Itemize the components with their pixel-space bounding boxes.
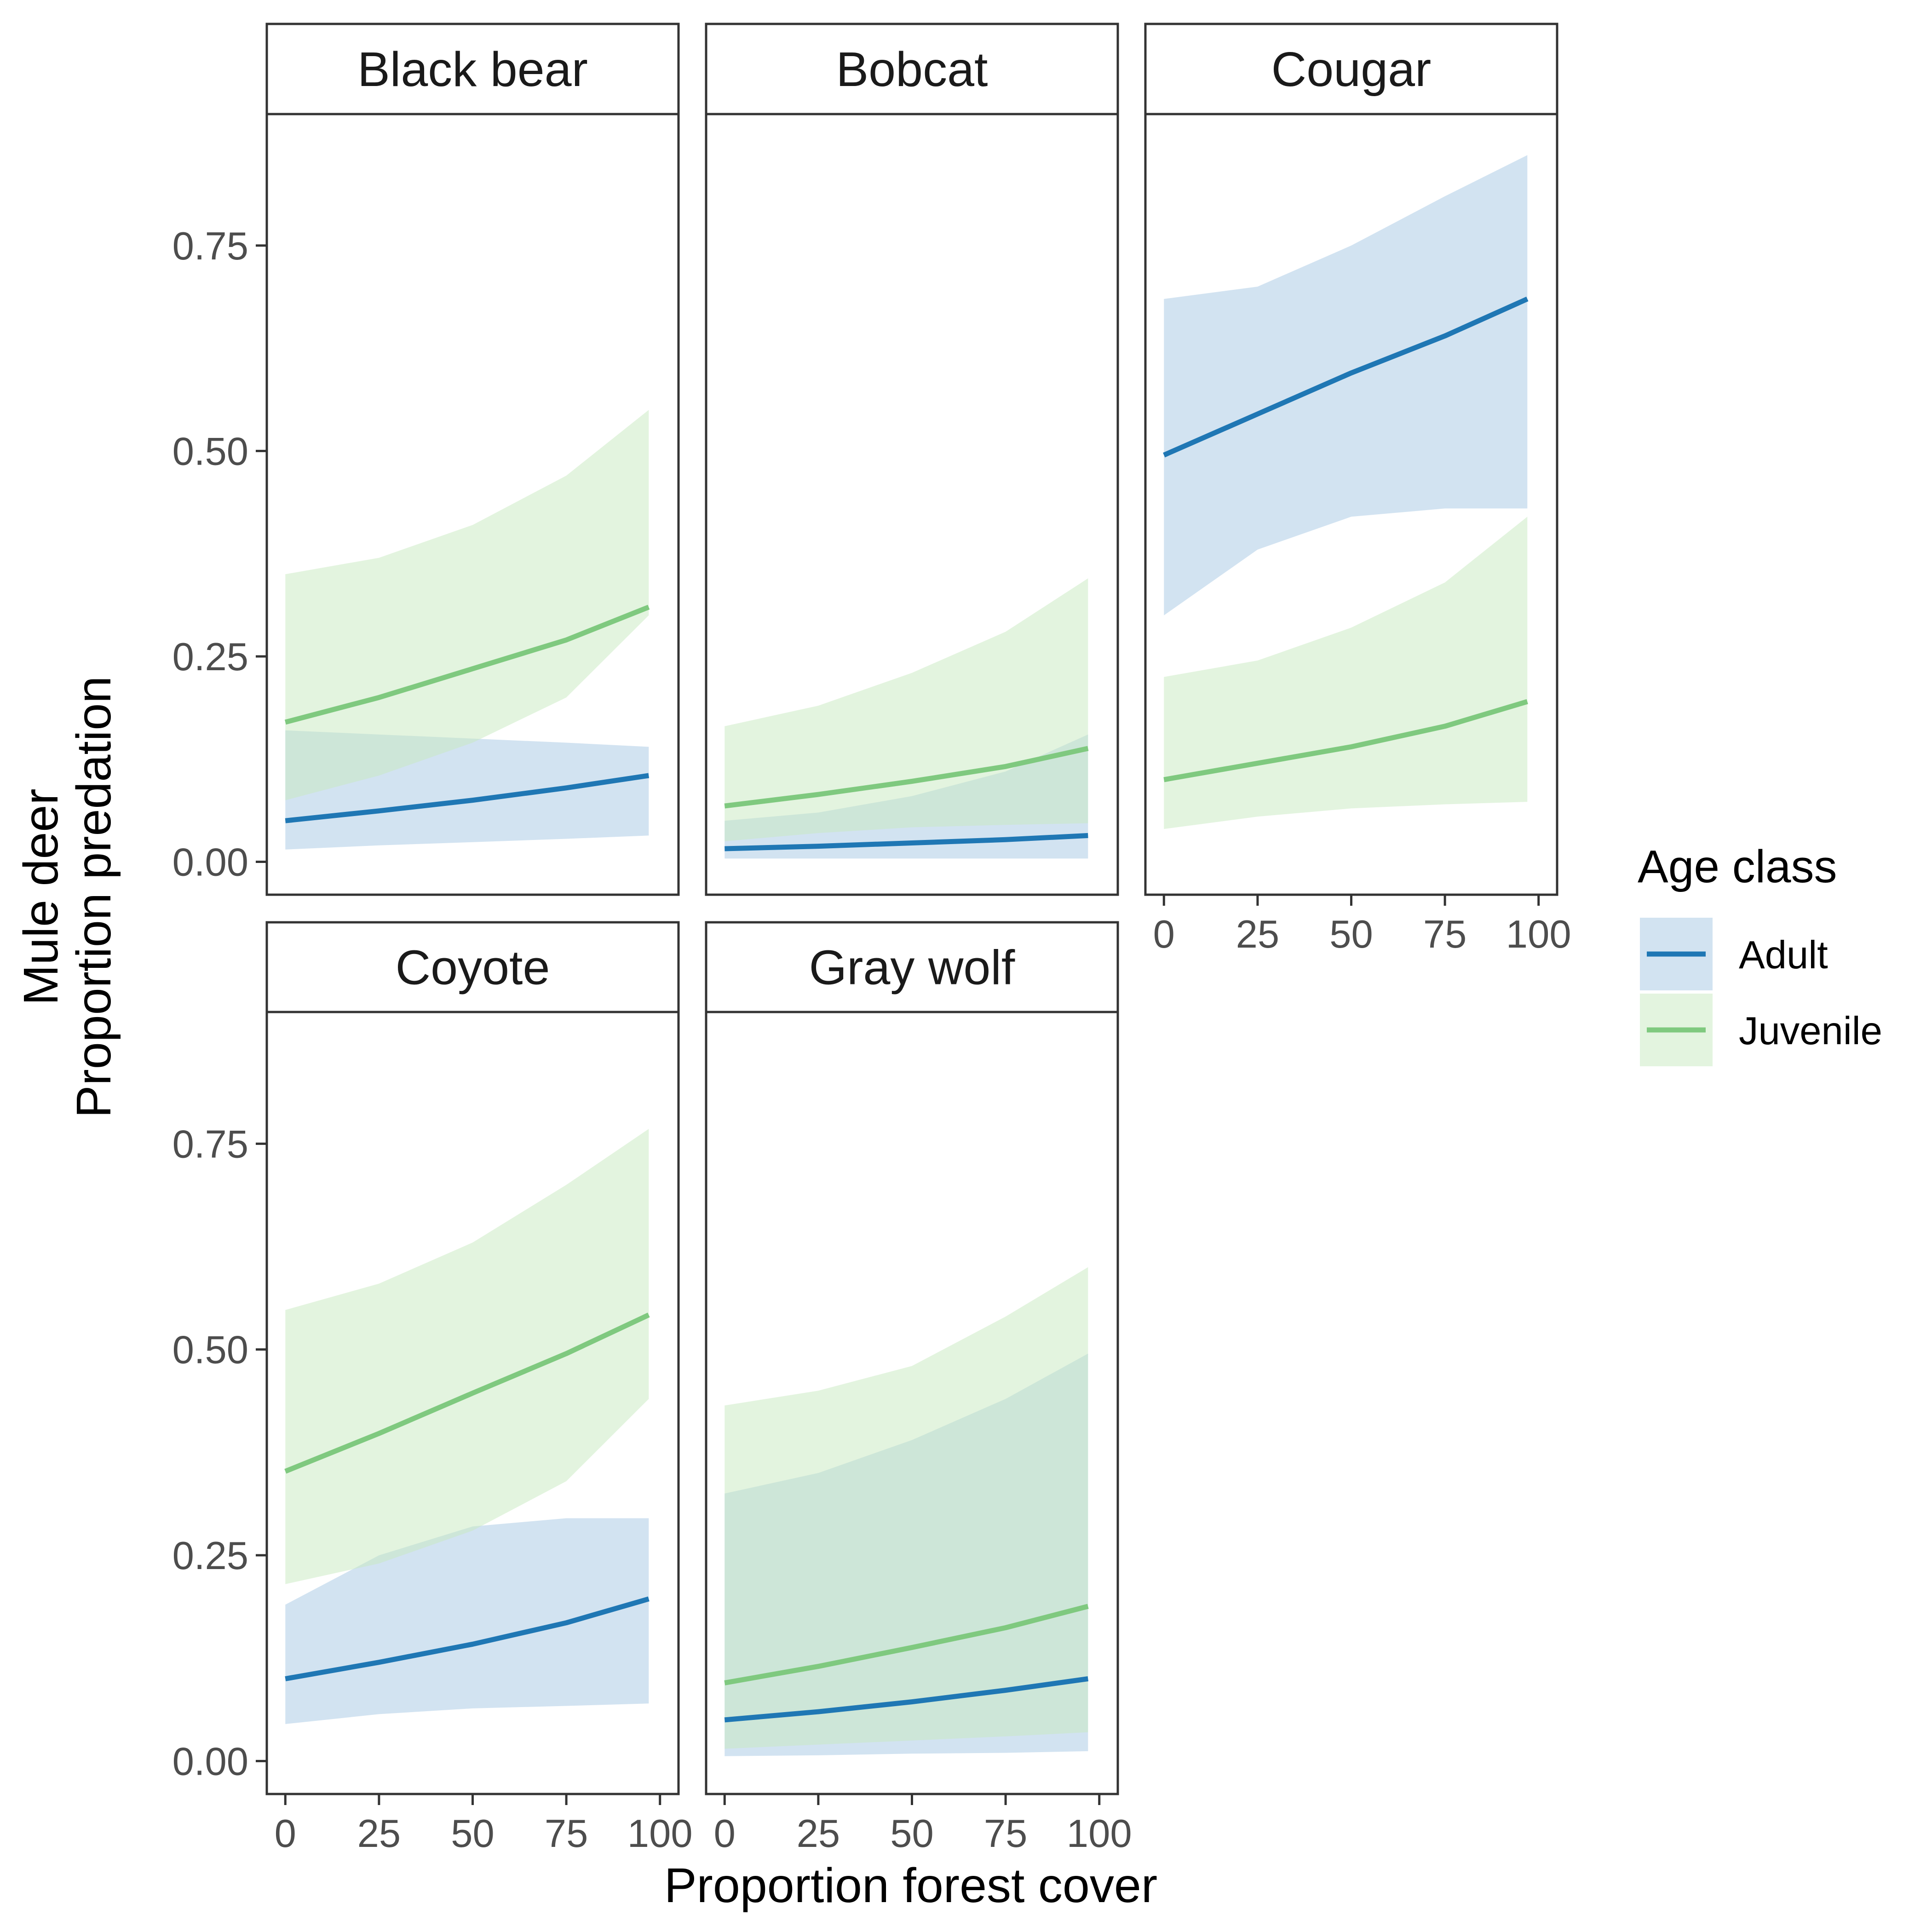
panel-black-bear: Black bear 0.00 0.25 0.50 0.75 <box>172 23 680 896</box>
x-tick-label-gray-wolf-0: 0 <box>714 1812 736 1856</box>
ribbon-coyote-juvenile <box>285 1129 649 1584</box>
ribbon-coyote-adult <box>285 1518 649 1724</box>
legend-entry-juvenile: Juvenile <box>1640 994 1882 1066</box>
y-tick-label-black-bear-1: 0.25 <box>172 635 248 679</box>
x-axis-title: Proportion forest cover <box>664 1858 1157 1913</box>
x-tick-label-cougar-4: 100 <box>1506 913 1571 956</box>
y-tick-label-black-bear-0: 0.00 <box>172 841 248 885</box>
x-tick-label-cougar-0: 0 <box>1153 913 1175 956</box>
strip-gray-wolf <box>705 921 1119 1013</box>
ribbons-bobcat <box>724 578 1088 859</box>
legend-title: Age class <box>1638 841 1837 892</box>
strip-bobcat <box>705 23 1119 115</box>
y-tick-label-coyote-1: 0.25 <box>172 1534 248 1578</box>
x-tick-label-gray-wolf-4: 100 <box>1067 1812 1132 1856</box>
line-bobcat-adult <box>724 833 1088 851</box>
legend-label-adult: Adult <box>1739 933 1828 977</box>
line-coyote-juvenile <box>284 1312 650 1474</box>
panel-border-black-bear <box>265 113 680 896</box>
y-axis-title-line-1: Mule deer <box>14 788 68 1005</box>
ribbon-black-bear-juvenile <box>285 410 649 800</box>
y-tick-label-black-bear-3: 0.75 <box>172 224 248 268</box>
strip-label-bobcat: Bobcat <box>836 42 988 97</box>
lines-coyote <box>284 1312 650 1681</box>
x-tick-label-cougar-2: 50 <box>1329 913 1373 956</box>
panel-border-bobcat <box>705 113 1119 896</box>
ribbons-black-bear <box>285 410 649 850</box>
y-tick-label-coyote-2: 0.50 <box>172 1328 248 1372</box>
strip-label-gray-wolf: Gray wolf <box>809 941 1015 995</box>
x-tick-label-cougar-1: 25 <box>1236 913 1280 956</box>
strip-label-black-bear: Black bear <box>357 42 588 97</box>
line-coyote-adult <box>285 1596 650 1681</box>
lines-cougar <box>1163 296 1529 782</box>
ribbons-cougar <box>1164 155 1528 829</box>
ribbon-cougar-adult <box>1164 155 1528 615</box>
y-tick-label-coyote-3: 0.75 <box>172 1122 248 1166</box>
strip-label-coyote: Coyote <box>396 941 550 995</box>
line-cougar-juvenile <box>1163 699 1528 782</box>
line-black-bear-juvenile <box>284 604 650 725</box>
lines-black-bear <box>284 604 650 823</box>
lines-bobcat <box>724 746 1089 851</box>
panel-gray-wolf: Gray wolf 0 25 50 75 100 <box>705 921 1132 1856</box>
strip-label-cougar: Cougar <box>1271 42 1432 97</box>
legend-entry-adult: Adult <box>1640 918 1828 990</box>
panel-cougar: Cougar 0 25 50 75 100 <box>1144 23 1571 956</box>
x-tick-label-coyote-1: 25 <box>357 1812 401 1856</box>
lines-gray-wolf <box>724 1604 1089 1723</box>
line-gray-wolf-juvenile <box>724 1604 1089 1685</box>
panels-layer: Black bear 0.00 0.25 0.50 0.75 Bobcat Cougar 0 2… <box>172 23 1571 1856</box>
y-tick-label-coyote-0: 0.00 <box>172 1740 248 1783</box>
panel-coyote: Coyote 0.00 0.25 0.50 0.75 0 25 50 75 100 <box>172 921 693 1856</box>
x-tick-label-coyote-2: 50 <box>451 1812 494 1856</box>
legend-label-juvenile: Juvenile <box>1739 1009 1882 1053</box>
line-cougar-adult <box>1163 296 1529 458</box>
x-tick-label-gray-wolf-3: 75 <box>984 1812 1028 1856</box>
y-tick-label-black-bear-2: 0.50 <box>172 430 248 473</box>
x-tick-label-gray-wolf-2: 50 <box>890 1812 934 1856</box>
line-black-bear-adult <box>285 773 650 823</box>
y-axis-title-line-2: Proportion predation <box>67 676 121 1118</box>
ribbon-cougar-juvenile <box>1164 517 1528 829</box>
x-tick-label-coyote-0: 0 <box>275 1812 296 1856</box>
ribbons-coyote <box>285 1129 649 1724</box>
legend: Age class Adult Juvenile <box>1638 841 1882 1066</box>
line-gray-wolf-adult <box>724 1676 1089 1723</box>
x-tick-label-cougar-3: 75 <box>1423 913 1467 956</box>
x-tick-label-gray-wolf-1: 25 <box>797 1812 840 1856</box>
x-tick-label-coyote-4: 100 <box>627 1812 693 1856</box>
x-tick-label-coyote-3: 75 <box>545 1812 588 1856</box>
ribbons-gray-wolf <box>724 1267 1088 1756</box>
strip-black-bear <box>265 23 680 115</box>
line-bobcat-juvenile <box>724 746 1089 809</box>
ribbon-bobcat-juvenile <box>724 578 1088 841</box>
strip-cougar <box>1144 23 1558 115</box>
panel-bobcat: Bobcat <box>705 23 1119 896</box>
ribbon-gray-wolf-juvenile <box>724 1267 1088 1749</box>
